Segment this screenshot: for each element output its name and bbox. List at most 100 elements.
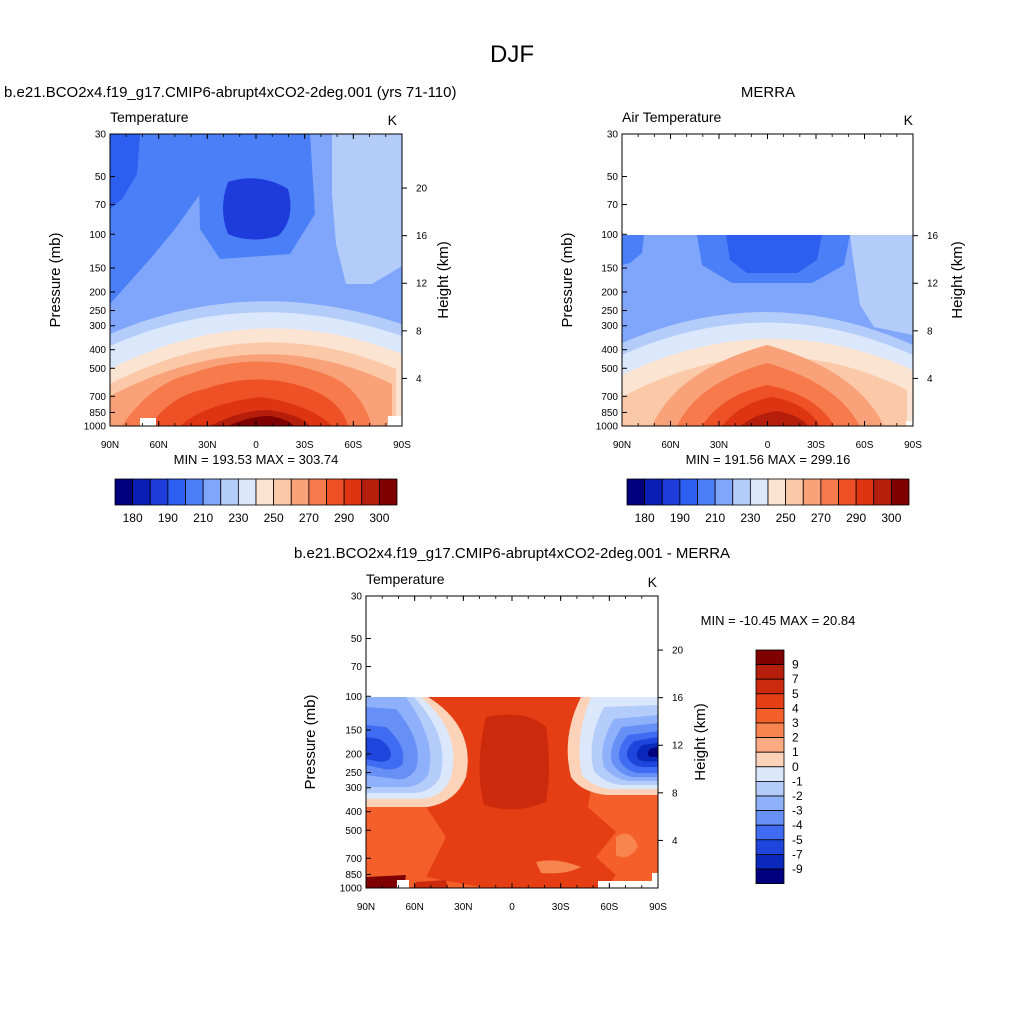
y-tick-label: 1000 [340, 884, 363, 895]
colorbar-label: 180 [635, 511, 655, 525]
panel-model-header: b.e21.BCO2x4.f19_g17.CMIP6-abrupt4xCO2-2… [4, 84, 456, 101]
colorbar-label: 190 [670, 511, 690, 525]
y-tick-label: 50 [607, 172, 619, 183]
height-tick-label: 12 [927, 279, 939, 290]
colorbar-swatch [755, 795, 785, 812]
colorbar-label: 300 [369, 511, 389, 525]
colorbar-label: 290 [846, 511, 866, 525]
panel-model-colorbar: 180 190 210 230 250 270 290 300 [114, 478, 398, 525]
height-tick-label: 4 [416, 374, 422, 385]
colorbar-label: 210 [193, 511, 213, 525]
colorbar-swatch [237, 478, 257, 506]
colorbar-label: 4 [792, 701, 799, 715]
colorbar-label: 9 [792, 658, 799, 672]
colorbar-swatch [755, 839, 785, 855]
y-tick-label: 150 [345, 726, 362, 737]
panel-model-minmax: MIN = 193.53 MAX = 303.74 [174, 452, 339, 467]
colorbar-swatch [220, 478, 239, 506]
colorbar-label: 230 [228, 511, 248, 525]
y-tick-label: 70 [607, 200, 619, 211]
colorbar-swatch [755, 751, 785, 768]
panel-obs-ylabel-right: Height (km) [949, 241, 966, 319]
y-tick-label: 250 [601, 306, 618, 317]
y-tick-label: 250 [345, 768, 362, 779]
colorbar-swatch [626, 478, 646, 506]
colorbar-swatch [732, 478, 751, 506]
x-tick-label: 90N [101, 440, 119, 451]
colorbar-swatch [167, 478, 186, 506]
colorbar-swatch [785, 478, 804, 506]
colorbar-swatch [755, 693, 785, 709]
y-tick-label: 250 [89, 306, 106, 317]
colorbar-label: 290 [334, 511, 354, 525]
x-tick-label: 90S [393, 440, 411, 451]
colorbar-label: 300 [881, 511, 901, 525]
colorbar-swatch [755, 824, 785, 841]
y-tick-label: 200 [89, 287, 106, 298]
panel-diff: b.e21.BCO2x4.f19_g17.CMIP6-abrupt4xCO2-2… [294, 545, 855, 913]
panel-obs-ylabel: Pressure (mb) [559, 232, 576, 327]
colorbar-label: 7 [792, 672, 799, 686]
colorbar-label: -4 [792, 818, 803, 832]
colorbar-label: -9 [792, 862, 803, 876]
y-tick-label: 30 [607, 130, 619, 141]
height-tick-label: 8 [672, 788, 678, 799]
height-tick-label: 8 [927, 326, 933, 337]
y-tick-label: 850 [345, 870, 362, 881]
colorbar-swatch [290, 478, 310, 506]
y-tick-label: 300 [89, 321, 106, 332]
panel-diff-minmax: MIN = -10.45 MAX = 20.84 [701, 613, 856, 628]
y-tick-label: 100 [601, 230, 618, 241]
colorbar-swatch [755, 854, 785, 870]
height-tick-label: 4 [927, 374, 933, 385]
x-tick-label: 30N [198, 440, 216, 451]
x-tick-label: 30S [552, 902, 570, 913]
y-tick-label: 850 [89, 408, 106, 419]
x-tick-label: 60S [856, 440, 874, 451]
colorbar-label: 270 [811, 511, 831, 525]
panel-model-plot [109, 133, 403, 427]
colorbar-swatch [378, 478, 398, 506]
x-tick-label: 60S [600, 902, 618, 913]
panel-model-axes: 90N 60N 30N 0 30S 60S 90S 30 50 70 100 150 200 250 300… [84, 130, 428, 452]
colorbar-swatch [326, 478, 345, 506]
colorbar-swatch [755, 766, 785, 782]
colorbar-label: 3 [792, 716, 799, 730]
colorbar-swatch [755, 868, 785, 885]
colorbar-swatch [749, 478, 769, 506]
y-tick-label: 300 [601, 321, 618, 332]
colorbar-swatch [255, 478, 275, 506]
x-tick-label: 30S [807, 440, 825, 451]
panel-diff-ylabel: Pressure (mb) [302, 694, 319, 789]
colorbar-label: 2 [792, 731, 799, 745]
x-tick-label: 90S [649, 902, 667, 913]
panel-diff-title: Temperature [366, 571, 445, 587]
y-tick-label: 70 [95, 200, 107, 211]
colorbar-swatch [679, 478, 698, 506]
y-tick-label: 700 [345, 854, 362, 865]
height-tick-label: 12 [672, 741, 684, 752]
y-tick-label: 200 [601, 287, 618, 298]
height-tick-label: 20 [416, 184, 428, 195]
y-tick-label: 50 [95, 172, 107, 183]
colorbar-swatch [697, 478, 716, 506]
panel-obs-plot [621, 133, 914, 427]
y-tick-label: 30 [351, 592, 363, 603]
y-tick-label: 400 [601, 345, 618, 356]
y-tick-label: 700 [89, 392, 106, 403]
colorbar-label: 190 [158, 511, 178, 525]
y-tick-label: 50 [351, 634, 363, 645]
colorbar-label: 0 [792, 760, 799, 774]
panel-obs-title: Air Temperature [622, 109, 722, 125]
colorbar-label: 5 [792, 687, 799, 701]
panel-obs: MERRA Air Temperature K [559, 84, 966, 525]
x-tick-label: 0 [253, 440, 259, 451]
colorbar-swatch [755, 708, 785, 724]
panel-model: b.e21.BCO2x4.f19_g17.CMIP6-abrupt4xCO2-2… [4, 84, 456, 525]
colorbar-swatch [755, 664, 785, 680]
y-tick-label: 150 [89, 264, 106, 275]
x-tick-label: 60N [405, 902, 423, 913]
colorbar-swatch [661, 478, 681, 506]
height-tick-label: 16 [927, 231, 939, 242]
height-tick-label: 16 [672, 693, 684, 704]
